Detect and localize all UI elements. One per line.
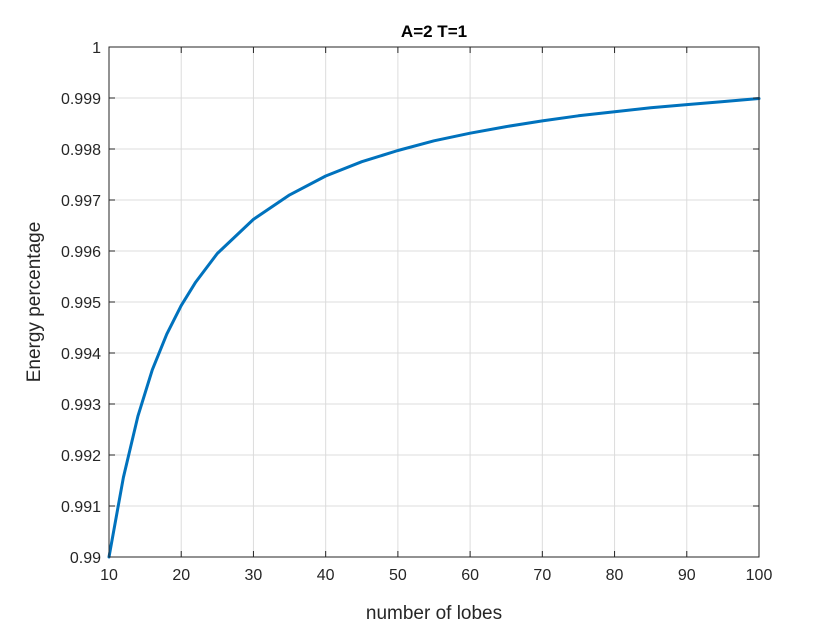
y-tick-label: 0.992: [61, 448, 101, 465]
series-line-0: [107, 97, 761, 559]
y-tick-label: 0.99: [70, 550, 101, 567]
x-tick-label: 60: [461, 567, 479, 584]
x-tick-label: 70: [533, 567, 551, 584]
x-tick-label: 100: [746, 567, 773, 584]
series-group: [107, 97, 761, 559]
y-tick-label: 0.996: [61, 244, 101, 261]
x-tick-label: 90: [678, 567, 696, 584]
x-tick-label: 30: [245, 567, 263, 584]
x-tick-label: 20: [172, 567, 190, 584]
y-tick-label: 0.994: [61, 346, 101, 363]
y-tick-labels: 0.99 0.991 0.992 0.993 0.994 0.995 0.996 0.997 0…: [61, 40, 101, 567]
x-tick-label: 40: [317, 567, 335, 584]
x-tick-label: 50: [389, 567, 407, 584]
y-axis-label: Energy percentage: [24, 222, 45, 383]
y-tick-label: 0.991: [61, 499, 101, 516]
y-tick-label: 0.999: [61, 91, 101, 108]
y-tick-label: 1: [92, 40, 101, 57]
x-tick-labels: 10 20 30 40 50 60 70 80 90 100: [100, 567, 772, 584]
chart-title: A=2 T=1: [401, 22, 467, 41]
y-tick-label: 0.993: [61, 397, 101, 414]
y-tick-label: 0.998: [61, 142, 101, 159]
y-tick-label: 0.995: [61, 295, 101, 312]
x-axis-label: number of lobes: [366, 603, 502, 624]
x-tick-label: 80: [606, 567, 624, 584]
y-tick-label: 0.997: [61, 193, 101, 210]
x-tick-label: 10: [100, 567, 118, 584]
tick-marks: [108, 46, 760, 558]
